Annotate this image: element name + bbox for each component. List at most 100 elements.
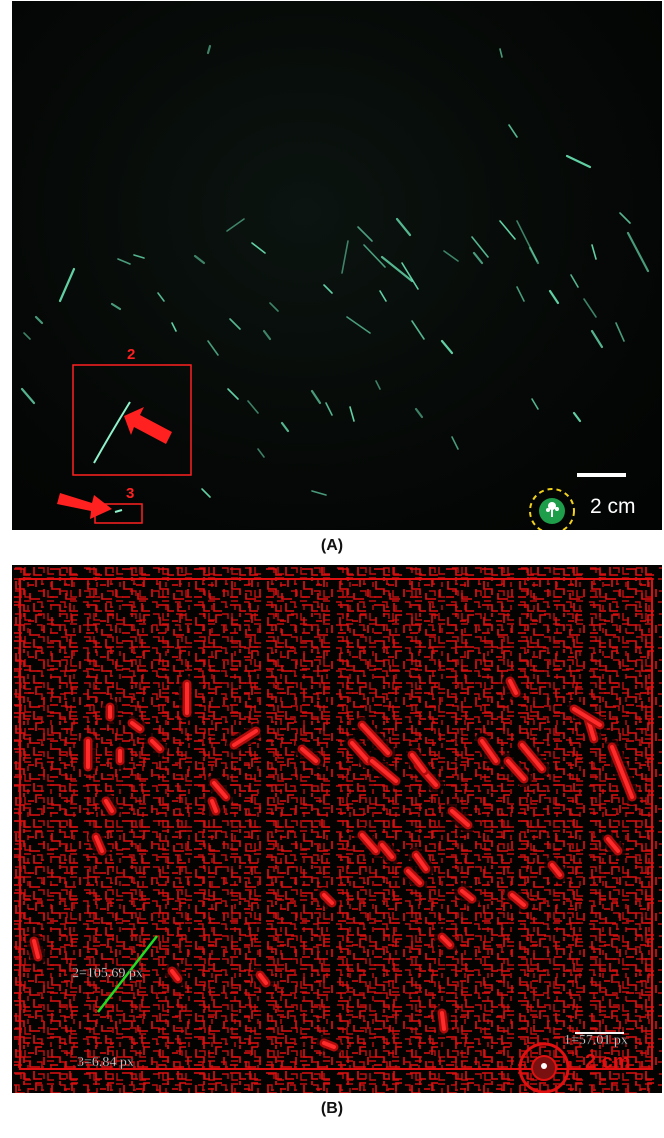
scale-bar-label: 2 cm [585,1051,631,1073]
fiber-streak [626,231,650,273]
detected-fiber-core [550,863,562,877]
fiber-streak [471,236,489,258]
fiber-streak [401,262,419,290]
fiber-streak [34,315,44,325]
edge-frame [19,578,653,1070]
marker-glyph-icon [541,1063,547,1069]
detected-fiber-core [360,723,390,755]
detected-fiber-core [508,679,518,695]
fiber-streak [226,218,245,232]
detected-fiber-core [610,745,634,799]
fiber-streak [619,212,631,224]
fiber-streak [341,240,349,274]
long-fiber [93,401,131,464]
fiber-streak [58,267,76,303]
fiber-streak [590,329,604,349]
fiber-streak [451,436,459,450]
detected-fiber-core [104,799,114,813]
fiber-streak [528,246,540,265]
fiber-streak [570,274,579,288]
region-box-2 [72,364,192,476]
fiber-streak [572,411,582,423]
edge-texture-fine [12,565,662,1093]
fiber-streak [325,402,333,416]
fiber-streak [565,154,592,169]
detected-fiber-core [360,833,378,853]
detected-fiber-core [380,843,394,859]
panel-b-caption: (B) [320,1100,344,1117]
fluorescence-image: 2 3 2 cm [20,44,650,530]
fiber-streak [311,490,327,496]
arrow-icon [124,407,172,444]
fiber-streak [247,400,259,414]
detected-fiber-core [460,889,474,901]
fiber-streak [499,48,503,58]
region-label-2: 2 [127,346,135,363]
fiber-streak [615,322,625,342]
detected-fiber-core [350,741,370,763]
fiber-streak [472,251,484,265]
measurement-label-1: 1=57.01 px [564,1033,628,1048]
edge-detection-image: 2=105.69 px 3=6.84 px 1=57.01 px 2 cm [12,565,662,1093]
detected-fiber-core [170,969,180,981]
fiber-streak [379,290,387,302]
detected-fiber-core [94,835,104,853]
detected-fiber-core [258,973,268,985]
detected-fiber-core [130,721,142,731]
detected-fiber-core [212,781,228,799]
fiber-streak [251,242,266,254]
detected-fiber-core [232,729,258,747]
fiber-streak [531,398,539,410]
fiber-streak [349,406,355,422]
detected-fibers [26,673,640,1055]
fiber-streak [443,250,459,262]
fiber-streak [548,289,560,305]
fiber-streak [269,302,279,312]
detected-fiber-core [510,893,526,907]
detected-fiber-core [606,837,620,853]
fiber-streak [499,220,516,240]
detected-fiber-core [506,759,526,781]
fiber-streak [171,322,177,332]
fiber-streaks [20,44,650,498]
panel-a-caption: (A) [320,537,344,554]
fiber-streak [133,254,145,259]
fiber-streak [516,286,525,302]
fiber-streak [20,387,36,405]
fiber-streak [508,124,518,138]
detected-fiber-core [32,939,40,959]
fiber-streak [157,292,165,302]
edge-detection-panel: 2=105.69 px 3=6.84 px 1=57.01 px 2 cm [12,565,662,1093]
detected-fiber-core [414,853,428,871]
scale-bar-label: 2 cm [590,495,636,518]
detected-fiber-core [322,1041,336,1049]
fiber-streak [363,244,386,268]
fiber-streak [414,407,424,419]
fiber-streak [280,421,290,433]
fiber-streak [375,380,381,390]
fiber-streak [117,258,131,265]
measurement-label-2: 2=105.69 px [72,966,143,981]
fiber-streak [310,389,322,405]
fiber-streak [23,332,31,340]
fiber-streak [323,284,333,294]
detected-fiber-core [210,799,218,813]
detected-fiber-core [406,869,422,885]
fiber-streak [591,244,597,260]
fiber-streak [206,44,212,55]
measurement-label-3: 3=6.84 px [77,1055,134,1070]
fiber-streak [201,488,211,498]
fiber-streak [395,217,412,237]
detected-fiber-core [300,747,318,763]
detected-fiber-core [440,1011,446,1031]
detected-fiber-core [520,743,544,771]
fiber-streak [411,320,425,340]
arrow-icon [57,493,112,519]
measurement-line [97,935,158,1013]
fiber-streak [227,388,239,400]
fiber-streak [257,448,265,458]
fiber-streak [110,302,122,311]
detected-fiber-core [440,935,452,947]
detected-fiber-core [150,739,162,751]
detected-fiber-core [572,707,602,727]
